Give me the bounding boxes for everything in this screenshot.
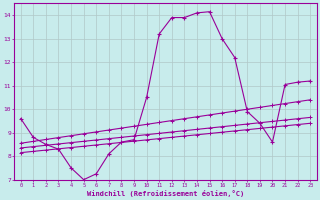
X-axis label: Windchill (Refroidissement éolien,°C): Windchill (Refroidissement éolien,°C) bbox=[87, 190, 244, 197]
